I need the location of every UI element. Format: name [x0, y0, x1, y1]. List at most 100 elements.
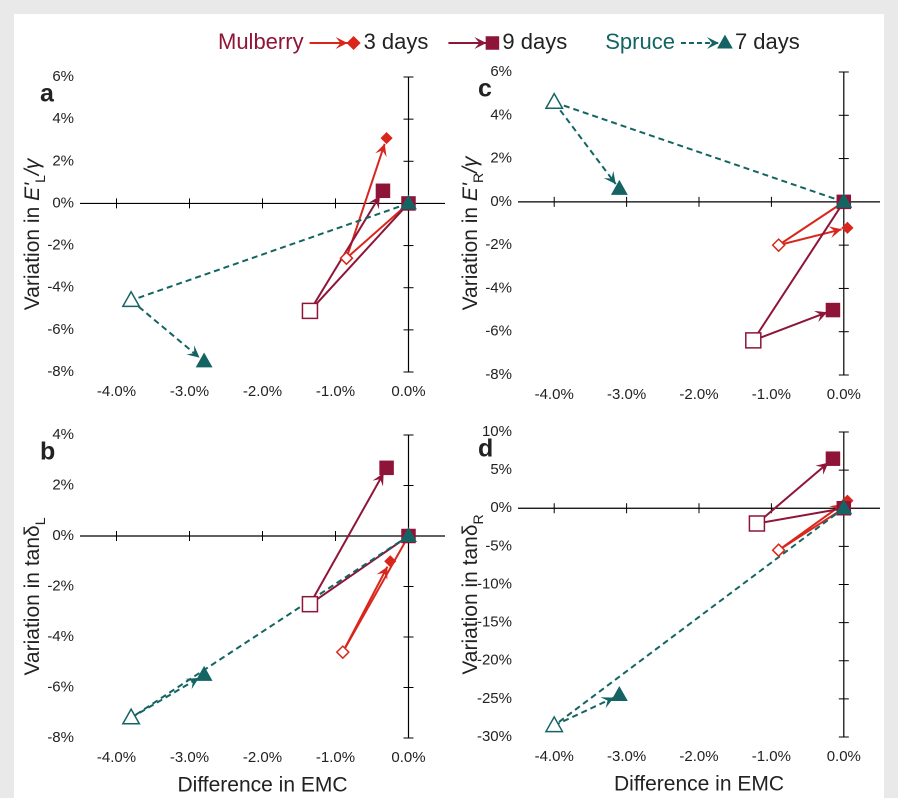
x-tick-label: -3.0% [607, 386, 646, 403]
x-axis-label: Difference in EMC [614, 773, 784, 796]
connector-line [345, 202, 410, 259]
arrow-line [341, 566, 389, 653]
x-tick-label: 0.0% [827, 386, 861, 403]
marker-square [825, 302, 841, 318]
y-tick-label: 5% [490, 461, 512, 478]
connector-line [130, 535, 410, 719]
y-tick-label: -4% [485, 279, 512, 296]
marker-triangle [835, 192, 853, 208]
arrow-head [185, 677, 199, 690]
legend-arrow [474, 37, 487, 49]
x-tick-label: -1.0% [316, 749, 355, 766]
marker-diamond [771, 238, 786, 253]
x-tick-label: -4.0% [535, 748, 574, 765]
y-tick-label: -15% [477, 614, 512, 631]
arrow-head [600, 697, 614, 709]
y-tick-label: -2% [485, 236, 512, 253]
marker-diamond [335, 645, 350, 660]
y-label-symbol: E' [21, 182, 44, 201]
y-tick-label: -6% [47, 321, 74, 338]
y-tick-label: -4% [47, 628, 74, 645]
connector-line [553, 101, 845, 203]
y-label-prefix: Variation in tan [459, 536, 482, 675]
marker-triangle [195, 352, 213, 368]
y-label-subscript: L [32, 517, 48, 525]
marker-square [825, 451, 841, 466]
y-tick-label: 2% [52, 476, 74, 493]
x-axis-label: Difference in EMC [177, 774, 347, 797]
y-tick-label: 2% [490, 150, 512, 167]
arrow-line [756, 461, 830, 525]
y-tick-label: 4% [490, 106, 512, 123]
arrow-head [815, 462, 829, 475]
y-axis-label: Variation in E'L/γ [21, 157, 48, 310]
arrow-line [553, 101, 617, 185]
marker-triangle [121, 290, 141, 308]
y-label-prefix: Variation in [459, 201, 482, 310]
x-tick-label: -1.0% [752, 748, 791, 765]
x-tick-label: -4.0% [535, 386, 574, 403]
marker-square [379, 460, 394, 476]
marker-triangle [544, 92, 564, 110]
panel-letter: d [478, 435, 493, 463]
legend-arrow [706, 37, 719, 49]
marker-triangle [544, 715, 564, 733]
y-axis-label: Variation in E'R/γ [459, 155, 486, 310]
y-tick-label: -10% [477, 575, 512, 592]
y-tick-label: -20% [477, 652, 512, 669]
x-tick-label: -1.0% [752, 386, 791, 403]
x-tick-label: -2.0% [679, 386, 718, 403]
marker-diamond [339, 251, 354, 266]
marker-square [748, 515, 766, 532]
x-tick-label: -4.0% [97, 749, 136, 766]
marker-diamond [380, 132, 393, 145]
y-label-suffix: /γ [21, 157, 44, 177]
marker-triangle [610, 686, 628, 702]
legend-marker [717, 34, 733, 49]
y-tick-label: -2% [47, 237, 74, 254]
y-axis-label: Variation in tanδR [459, 514, 486, 674]
y-label-symbol: E' [459, 182, 482, 201]
connector-line [752, 201, 845, 341]
y-tick-label: -6% [47, 678, 74, 695]
legend-label: 3 days [364, 29, 429, 54]
marker-triangle [835, 499, 853, 515]
arrow-line [130, 299, 201, 359]
x-tick-label: 0.0% [391, 749, 425, 766]
arrow-head [828, 226, 842, 239]
y-tick-label: -8% [485, 366, 512, 383]
y-tick-label: -2% [47, 577, 74, 594]
arrow-line [752, 311, 828, 342]
y-label-prefix: Variation in [21, 201, 44, 310]
arrow-head [603, 170, 616, 185]
legend-group-label: Mulberry [218, 29, 304, 54]
y-tick-label: 0% [490, 193, 512, 210]
arrow-head [375, 143, 387, 158]
legend-marker [485, 36, 500, 50]
y-tick-label: 6% [490, 63, 512, 80]
panel-letter: b [40, 438, 55, 466]
marker-square [745, 332, 762, 349]
connector-line [756, 507, 844, 525]
y-label-subscript: R [470, 173, 486, 183]
x-tick-label: -2.0% [243, 749, 282, 766]
figure-background [14, 14, 884, 798]
arrow-head [372, 473, 384, 487]
marker-diamond [384, 555, 397, 568]
legend-label: 7 days [735, 29, 800, 54]
legend-arrow [335, 37, 348, 49]
arrow-head [813, 310, 828, 323]
y-label-prefix: Variation in tan [21, 537, 44, 676]
connector-line [778, 201, 845, 246]
connector-line [309, 202, 410, 312]
marker-triangle [400, 526, 417, 542]
y-label-suffix: /γ [459, 155, 482, 175]
x-tick-label: -2.0% [243, 383, 282, 400]
legend-label: 9 days [502, 29, 567, 54]
y-tick-label: 4% [52, 110, 74, 127]
y-label-symbol: δ [21, 525, 44, 537]
panel-letter: a [40, 80, 55, 108]
y-tick-label: -4% [47, 279, 74, 296]
y-tick-label: 4% [52, 426, 74, 443]
y-label-symbol: δ [459, 524, 482, 536]
